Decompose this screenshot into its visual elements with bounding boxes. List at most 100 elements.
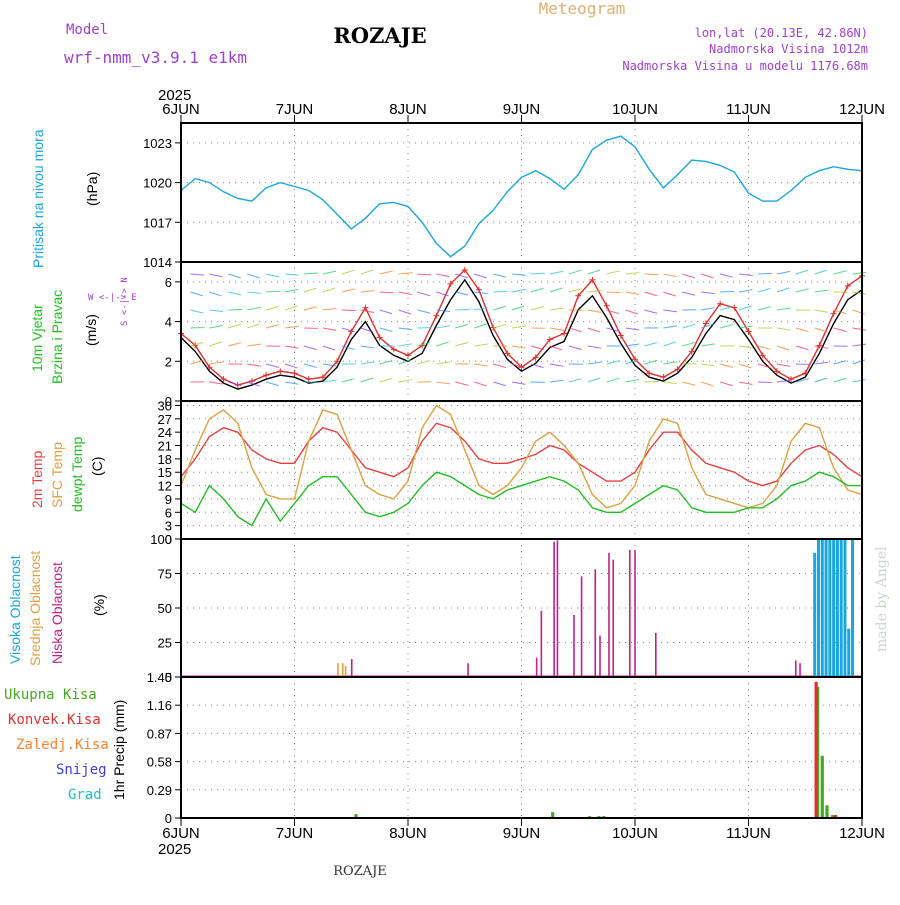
wind-direction-arrow [209, 362, 223, 364]
wind-direction-arrow [493, 325, 506, 328]
wind-direction-arrow [777, 364, 790, 366]
wind-direction-arrow [663, 362, 676, 364]
wind-direction-arrow [720, 382, 733, 386]
precip-conv-bar [815, 682, 818, 818]
cloud-high-bar [817, 539, 820, 677]
credit-text: made by Angel [874, 546, 890, 652]
product-title: Meteogram [539, 0, 626, 18]
cloud-low-bar [557, 540, 559, 677]
cloud-high-bar [836, 539, 839, 677]
wind-direction-arrow [285, 364, 297, 368]
wind-direction-arrow [417, 274, 431, 275]
station-title: ROZAJE [333, 23, 426, 48]
wind-direction-arrow [342, 289, 355, 292]
wind-direction-arrow [361, 362, 375, 364]
wind-direction-arrow [455, 382, 468, 385]
cloud-low-bar [655, 633, 657, 677]
wind-direction-arrow [550, 308, 564, 310]
wind-direction-arrow [853, 344, 867, 346]
cloud-low-bar [536, 658, 538, 677]
wind-direction-arrow [436, 362, 450, 364]
wind-direction-arrow [739, 382, 752, 385]
cloud-low-bar [467, 663, 469, 677]
wind-direction-arrow [361, 346, 375, 348]
y-tick-label: 4 [165, 315, 172, 330]
wind-direction-arrow [304, 307, 317, 310]
cloud-mid-bar [337, 663, 339, 677]
model-name: wrf-nmm_v3.9.1 e1km [64, 48, 247, 67]
elevation-label: Nadmorska Visina 1012m [709, 42, 868, 56]
wind-direction-arrow [588, 346, 602, 348]
wind-direction-arrow [569, 270, 581, 274]
wind-direction-arrow [228, 274, 240, 278]
x-tick-label-bottom: 7JUN [276, 825, 314, 842]
cloud-low-bar [629, 550, 631, 677]
wind-direction-arrow [285, 306, 297, 310]
wind-direction-arrow [682, 324, 695, 328]
cloud-low-bar [634, 550, 636, 677]
precip-label-frz: Zaledj.Kisa [16, 737, 109, 753]
wind-direction-arrow [512, 274, 526, 275]
x-tick-label-top: 8JUN [389, 101, 427, 118]
wind-direction-arrow [682, 274, 694, 278]
wind-direction-arrow [285, 382, 299, 384]
wind-direction-arrow [739, 274, 753, 276]
wind-direction-arrow [834, 271, 847, 274]
wind-gust-point [433, 313, 439, 319]
wind-direction-arrow [663, 342, 675, 346]
precip-total-bar [825, 805, 828, 818]
wind-direction-arrow [758, 307, 771, 310]
y-tick-label: 1.45 [147, 670, 172, 685]
y-tick-label: 1017 [143, 215, 172, 230]
wind-gust-point [731, 305, 737, 311]
wind-direction-arrow [720, 274, 733, 277]
wind-direction-arrow [758, 288, 771, 292]
x-tick-label-top: 6JUN [162, 101, 200, 118]
wind-ylabel-3: (m/s) [83, 314, 99, 346]
wind-direction-arrow [285, 289, 298, 292]
wind-direction-arrow [550, 288, 562, 292]
cloud-high-bar [851, 539, 854, 677]
wind-direction-arrow [531, 288, 544, 292]
panel-frame [181, 123, 862, 262]
cloud-low-bar [612, 560, 614, 677]
wind-direction-arrow [493, 306, 506, 310]
cloud-ylabel-4: (%) [91, 594, 107, 616]
cloud-high-bar [843, 539, 846, 677]
wind-direction-arrow [436, 274, 449, 277]
wind-direction-arrow [380, 328, 393, 331]
wind-direction-arrow [399, 344, 413, 346]
wind-direction-arrow [342, 270, 354, 274]
wind-direction-arrow [474, 292, 488, 293]
wind-direction-arrow [531, 273, 545, 274]
x-tick-label-bottom: 10JUN [612, 825, 658, 842]
wind-direction-arrow [588, 310, 601, 312]
wind-direction-arrow [758, 346, 771, 349]
wind-direction-arrow [550, 271, 563, 274]
wind-direction-arrow [266, 306, 279, 310]
temp-ylabel-1: 2m Temp [29, 450, 45, 508]
wind-gust-point [277, 368, 283, 374]
temp-ylabel-3: dewpt Temp [69, 437, 85, 512]
wind-direction-arrow [493, 382, 506, 386]
wind-direction-arrow [607, 292, 621, 293]
wind-direction-arrow [644, 360, 657, 364]
footer-station: ROZAJE [333, 864, 387, 879]
wind-direction-arrow [588, 362, 602, 364]
cloud-low-bar [581, 576, 583, 677]
wind-direction-arrow [739, 290, 752, 292]
wind-direction-arrow [701, 274, 713, 278]
x-tick-label-bottom: 6JUN [162, 825, 200, 842]
wind-gust-point [263, 372, 269, 378]
wind-direction-arrow [626, 310, 638, 314]
pressure-line [181, 136, 862, 257]
wind-direction-arrow [644, 274, 658, 275]
cloud-low-bar [594, 569, 596, 677]
wind-direction-arrow [247, 274, 259, 278]
wind-direction-arrow [209, 310, 223, 311]
wind-direction-arrow [247, 364, 261, 366]
wind-direction-arrow [588, 270, 600, 274]
wind-direction-arrow [228, 309, 242, 310]
wind-direction-arrow [436, 342, 448, 346]
